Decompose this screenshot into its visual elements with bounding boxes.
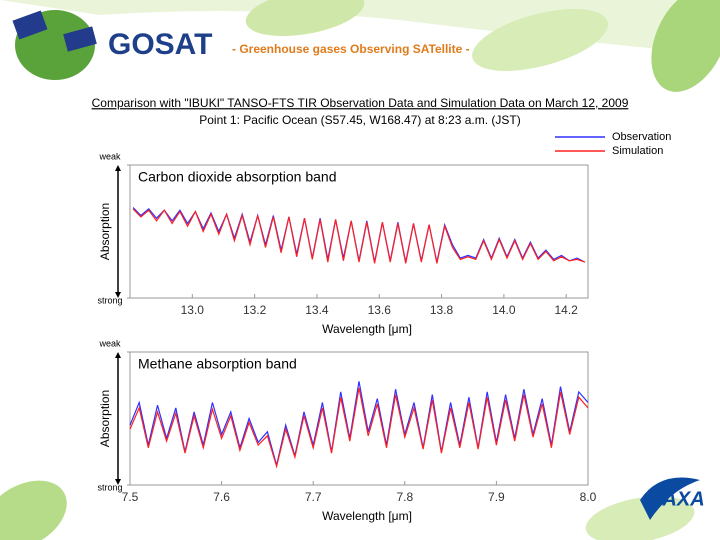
y-tick-label: weak bbox=[98, 338, 121, 348]
slide-title: Comparison with "IBUKI" TANSO-FTS TIR Ob… bbox=[92, 96, 629, 110]
slide-subtitle: Point 1: Pacific Ocean (S57.45, W168.47)… bbox=[199, 113, 520, 127]
x-tick-label: 13.2 bbox=[243, 303, 267, 317]
solar-panel bbox=[63, 26, 97, 52]
leaf bbox=[472, 9, 608, 71]
legend-label: Observation bbox=[612, 131, 671, 143]
x-tick-label: 14.2 bbox=[555, 303, 579, 317]
arrow-head bbox=[115, 292, 121, 298]
chart-title: Carbon dioxide absorption band bbox=[138, 169, 336, 185]
x-tick-label: 7.5 bbox=[122, 490, 139, 504]
legend-label: Simulation bbox=[612, 145, 663, 157]
brand: JAXA bbox=[651, 488, 704, 510]
x-tick-label: 13.0 bbox=[181, 303, 205, 317]
x-tick-label: 7.8 bbox=[396, 490, 413, 504]
series-line bbox=[132, 208, 586, 264]
y-axis-label: Absorption bbox=[98, 390, 112, 447]
arrow-head bbox=[115, 165, 121, 171]
jaxa-swoosh bbox=[640, 477, 700, 520]
y-tick-label: strong bbox=[97, 295, 122, 305]
x-tick-label: 7.9 bbox=[488, 490, 505, 504]
x-axis-label: Wavelength [μm] bbox=[322, 509, 412, 523]
x-tick-label: 8.0 bbox=[580, 490, 597, 504]
chart-title: Methane absorption band bbox=[138, 356, 297, 372]
y-tick-label: strong bbox=[97, 482, 122, 492]
x-tick-label: 13.4 bbox=[305, 303, 329, 317]
series-line bbox=[129, 381, 589, 466]
arrow-head bbox=[115, 479, 121, 485]
y-axis-label: Absorption bbox=[98, 203, 112, 260]
x-tick-label: 7.7 bbox=[305, 490, 322, 504]
leaf bbox=[585, 496, 695, 540]
x-tick-label: 14.0 bbox=[492, 303, 516, 317]
x-tick-label: 7.6 bbox=[213, 490, 230, 504]
tagline: - Greenhouse gases Observing SATellite - bbox=[232, 42, 470, 56]
logo-text: GOSAT bbox=[108, 28, 212, 61]
x-tick-label: 13.6 bbox=[368, 303, 392, 317]
solar-panel bbox=[12, 10, 48, 40]
leaf bbox=[651, 0, 720, 92]
plot-area bbox=[129, 164, 589, 299]
x-axis-label: Wavelength [μm] bbox=[322, 322, 412, 336]
leaf bbox=[0, 480, 67, 540]
leaf bbox=[245, 0, 365, 37]
arrow-head bbox=[115, 352, 121, 358]
plot-area bbox=[129, 351, 589, 486]
y-tick-label: weak bbox=[98, 151, 121, 161]
x-tick-label: 13.8 bbox=[430, 303, 454, 317]
series-line bbox=[129, 387, 589, 469]
